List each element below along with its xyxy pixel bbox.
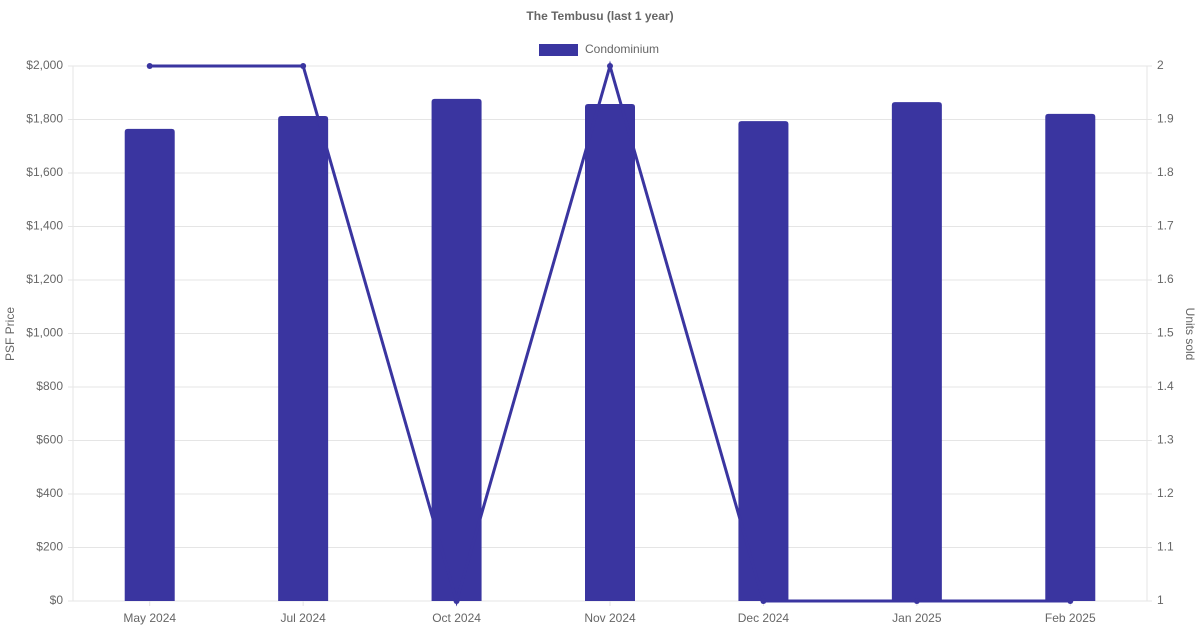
y-tick-label: $1,000 xyxy=(26,326,63,340)
y2-tick-label: 1.2 xyxy=(1157,486,1174,500)
y2-tick-label: 1.9 xyxy=(1157,112,1174,126)
y2-tick-label: 1.1 xyxy=(1157,540,1174,554)
point xyxy=(760,598,767,604)
bar xyxy=(278,116,329,602)
point xyxy=(453,598,460,604)
y2-axis-label: Units sold xyxy=(1183,308,1197,361)
x-tick-label: Nov 2024 xyxy=(584,611,636,625)
point xyxy=(300,63,307,69)
y2-tick-label: 1.7 xyxy=(1157,219,1174,233)
y-tick-label: $1,800 xyxy=(26,112,63,126)
bar xyxy=(585,103,635,602)
bar xyxy=(124,128,175,602)
y2-tick-label: 2 xyxy=(1157,58,1164,72)
y2-tick-label: 1.6 xyxy=(1157,272,1174,286)
y2-tick-label: 1.4 xyxy=(1157,379,1174,393)
x-tick-label: Feb 2025 xyxy=(1045,611,1096,625)
x-tick-label: Jul 2024 xyxy=(280,611,326,625)
y-tick-label: $0 xyxy=(50,593,64,607)
y-tick-label: $1,600 xyxy=(26,165,63,179)
x-tick-label: May 2024 xyxy=(123,611,176,625)
y-axis-label: PSF Price xyxy=(3,307,17,361)
bar xyxy=(738,121,789,601)
y-tick-label: $1,400 xyxy=(26,219,63,233)
x-tick-label: Oct 2024 xyxy=(432,611,481,625)
legend-swatch xyxy=(539,44,578,56)
x-tick-label: Dec 2024 xyxy=(738,611,790,625)
legend-label: Condominium xyxy=(585,42,659,56)
y2-tick-label: 1.5 xyxy=(1157,326,1174,340)
x-tick-label: Jan 2025 xyxy=(892,611,942,625)
y-tick-label: $400 xyxy=(36,486,63,500)
y2-tick-label: 1.8 xyxy=(1157,165,1174,179)
point xyxy=(607,63,613,69)
point xyxy=(913,598,920,604)
chart-title: The Tembusu (last 1 year) xyxy=(526,9,673,23)
y-tick-label: $1,200 xyxy=(26,272,63,286)
y2-tick-label: 1.3 xyxy=(1157,433,1174,447)
y-tick-label: $200 xyxy=(36,540,63,554)
point xyxy=(146,63,153,69)
y-tick-label: $600 xyxy=(36,433,63,447)
y-tick-label: $2,000 xyxy=(26,58,63,72)
y-tick-label: $800 xyxy=(36,379,63,393)
bar xyxy=(1045,113,1096,601)
bar xyxy=(891,102,942,602)
point xyxy=(1067,598,1074,604)
y2-tick-label: 1 xyxy=(1157,593,1164,607)
bar xyxy=(431,98,482,601)
